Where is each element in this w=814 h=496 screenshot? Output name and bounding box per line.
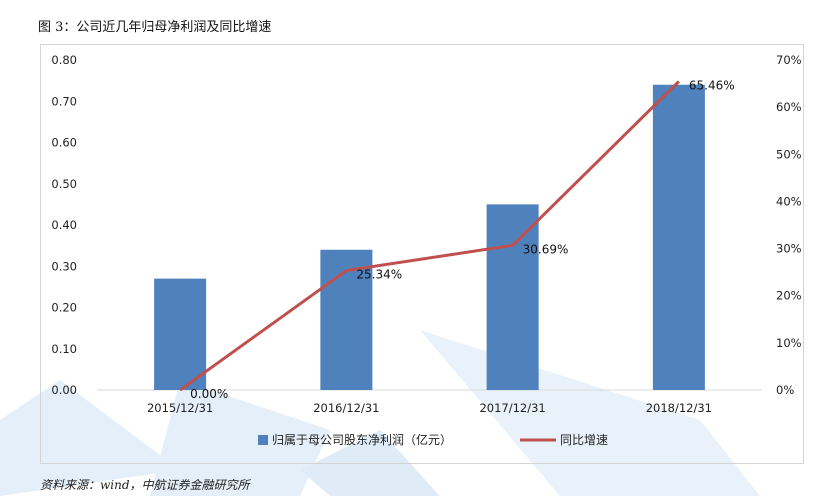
bar [154,278,207,390]
right-axis-ticks: 0% 10% 20% 30% 40% 50% 60% 70% [776,53,802,397]
left-axis-tick-label: 0.60 [51,136,77,150]
category-label: 2017/12/31 [479,401,545,415]
legend: 归属于母公司股东净利润（亿元） 同比增速 [258,432,608,447]
growth-data-labels: 0.00% 25.34% 30.69% 65.46% [190,78,735,401]
growth-data-label: 25.34% [356,268,402,282]
right-axis-tick-label: 40% [776,194,802,208]
right-axis-tick-label: 10% [776,336,802,350]
right-axis-tick-label: 70% [776,53,802,67]
left-axis-tick-label: 0.80 [51,53,77,67]
left-axis-tick-label: 0.00 [51,383,77,397]
bar [320,249,373,390]
left-axis-tick-label: 0.30 [51,259,77,273]
left-axis-tick-label: 0.70 [51,94,77,108]
left-axis-tick-label: 0.10 [51,342,77,356]
bar [486,204,539,390]
source-note: 资料来源：wind，中航证券金融研究所 [40,478,250,492]
left-axis-tick-label: 0.40 [51,218,77,232]
bar [652,84,705,390]
growth-data-label: 65.46% [689,78,735,92]
growth-line [179,80,680,392]
left-axis-tick-label: 0.20 [51,301,77,315]
category-label: 2016/12/31 [313,401,379,415]
legend-bar-swatch [258,435,268,445]
right-axis-tick-label: 60% [776,100,802,114]
left-axis-ticks: 0.00 0.10 0.20 0.30 0.40 0.50 0.60 0.70 0.80 [51,53,77,397]
category-label: 2018/12/31 [646,401,712,415]
growth-data-label: 30.69% [523,242,569,256]
right-axis-tick-label: 50% [776,147,802,161]
legend-bar-label: 归属于母公司股东净利润（亿元） [272,432,452,447]
growth-data-label: 0.00% [190,387,228,401]
bar-series [154,84,705,390]
legend-line-label: 同比增速 [560,433,608,447]
figure-title: 图 3：公司近几年归母净利润及同比增速 [38,20,272,35]
right-axis-tick-label: 0% [776,383,794,397]
right-axis-tick-label: 30% [776,242,802,256]
left-axis-tick-label: 0.50 [51,177,77,191]
category-labels: 2015/12/31 2016/12/31 2017/12/31 2018/12/31 [147,401,712,415]
category-label: 2015/12/31 [147,401,213,415]
chart-frame [40,44,804,464]
right-axis-tick-label: 20% [776,289,802,303]
